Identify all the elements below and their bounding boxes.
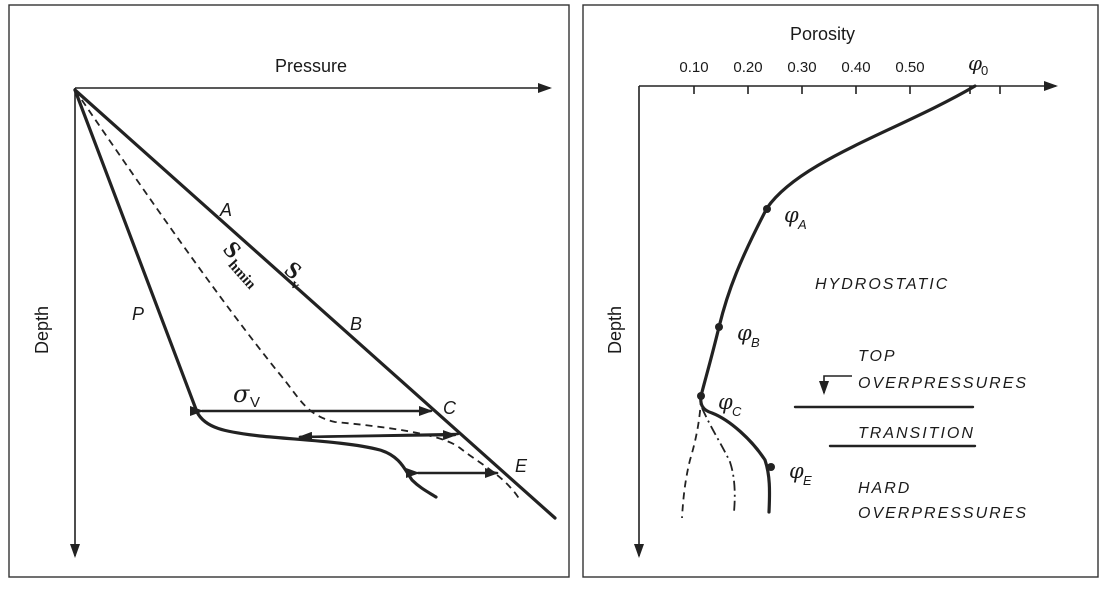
phi0-sub: 0 xyxy=(981,63,988,78)
label-phi0: φ 0 xyxy=(968,51,988,78)
label-phi-b: φ B xyxy=(737,321,760,350)
phi-c-sub: C xyxy=(732,404,742,419)
label-phi-e: φ E xyxy=(789,459,812,488)
label-sigma-v: σ V xyxy=(233,380,260,411)
zone-transition: TRANSITION xyxy=(858,425,975,442)
pressure-axis-label: Pressure xyxy=(275,56,347,76)
zone-hydrostatic: HYDROSTATIC xyxy=(815,276,949,293)
label-sigma-sub: V xyxy=(250,394,260,411)
phi-c-main: φ xyxy=(718,390,733,414)
label-c: C xyxy=(443,398,457,418)
label-phi-a: φ A xyxy=(784,203,807,232)
porosity-curve xyxy=(699,84,977,514)
label-p: P xyxy=(132,304,144,324)
label-a: A xyxy=(219,200,232,220)
phi-a-sub: A xyxy=(797,217,807,232)
phi-b-main: φ xyxy=(737,321,752,345)
arrow-c-to-line xyxy=(298,430,457,441)
label-b: B xyxy=(350,314,362,334)
right-panel: Porosity Depth 0.10 0.20 0.30 0.40 0.50 … xyxy=(582,4,1099,578)
phi-e-main: φ xyxy=(789,459,804,483)
phi-e-sub: E xyxy=(803,473,812,488)
tick-label-030: 0.30 xyxy=(787,59,816,76)
point-phi-c xyxy=(697,392,705,400)
tick-label-050: 0.50 xyxy=(895,59,924,76)
zone-hard-line1: HARD xyxy=(858,480,911,497)
phi-a-main: φ xyxy=(784,203,799,227)
label-sigma-main: σ xyxy=(233,380,250,408)
left-panel-frame xyxy=(8,4,570,578)
left-panel: Pressure Depth A B C E P S v S hmin σ V xyxy=(8,4,570,578)
point-phi-a xyxy=(763,205,771,213)
phi-b-sub: B xyxy=(751,335,760,350)
porosity-axis-label: Porosity xyxy=(790,24,855,44)
tick-label-020: 0.20 xyxy=(733,59,762,76)
right-panel-frame xyxy=(582,4,1099,578)
phi0-main: φ xyxy=(968,51,982,75)
label-e: E xyxy=(515,456,528,476)
top-overpressure-arrow xyxy=(819,375,852,395)
zone-top-line2: OVERPRESSURES xyxy=(858,375,1028,392)
tick-label-010: 0.10 xyxy=(679,59,708,76)
intermediate-curve xyxy=(701,407,736,513)
point-phi-e xyxy=(767,463,775,471)
tick-label-040: 0.40 xyxy=(841,59,870,76)
normal-compaction-curve xyxy=(681,397,702,519)
zone-hard-line2: OVERPRESSURES xyxy=(858,505,1028,522)
point-phi-b xyxy=(715,323,723,331)
depth-axis-label-left: Depth xyxy=(32,306,52,354)
sv-line xyxy=(73,88,557,520)
label-phi-c: φ C xyxy=(718,390,742,419)
depth-axis-label-right: Depth xyxy=(605,306,625,354)
zone-top-line1: TOP xyxy=(858,348,897,365)
pore-pressure-curve xyxy=(73,88,438,499)
